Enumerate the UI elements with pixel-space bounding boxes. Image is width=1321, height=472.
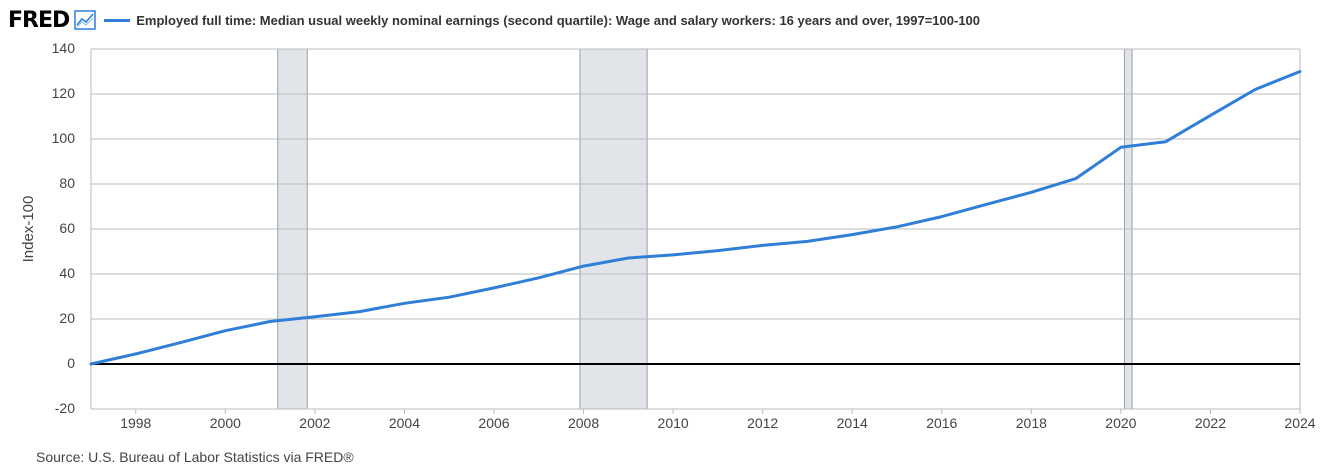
y-tick-label: 20 (59, 310, 75, 326)
trend-chart-icon (74, 10, 97, 30)
y-tick-label: 120 (52, 85, 76, 101)
fred-logo[interactable]: FRED (8, 7, 70, 33)
x-tick-label: 2000 (210, 415, 241, 431)
gridlines (91, 48, 1300, 410)
chart-legend: Employed full time: Median usual weekly … (104, 13, 980, 28)
x-tick-label: 2020 (1105, 415, 1136, 431)
x-tick-label: 2002 (299, 415, 330, 431)
y-tick-label: 0 (67, 355, 75, 371)
x-tick-label: 2008 (568, 415, 599, 431)
tick-labels: -20 0 20 40 60 80 100 120 140 1998 2000 2002 2004 200… (20, 40, 1316, 431)
series-line-0 (89, 70, 1302, 366)
y-axis-label: Index-100 (20, 196, 37, 263)
y-tick-label: 80 (59, 175, 75, 191)
x-tick-label: 2014 (837, 415, 868, 431)
y-tick-label: 60 (59, 220, 75, 236)
y-tick-label: 140 (52, 40, 76, 56)
y-tick-label: -20 (55, 400, 75, 416)
axes (90, 49, 1301, 414)
x-tick-label: 1998 (120, 415, 151, 431)
x-tick-label: 2024 (1284, 415, 1315, 431)
source-note: Source: U.S. Bureau of Labor Statistics … (36, 449, 354, 465)
x-tick-label: 2016 (926, 415, 957, 431)
x-tick-label: 2022 (1195, 415, 1226, 431)
x-tick-label: 2006 (478, 415, 509, 431)
x-tick-label: 2004 (389, 415, 420, 431)
legend-swatch (104, 18, 131, 22)
legend-series-label: Employed full time: Median usual weekly … (136, 12, 981, 28)
y-tick-label: 40 (59, 265, 75, 281)
x-tick-label: 2018 (1016, 415, 1047, 431)
line-chart: -20 0 20 40 60 80 100 120 140 1998 2000 2002 2004 200… (20, 40, 1316, 431)
x-tick-label: 2012 (747, 415, 778, 431)
y-tick-label: 100 (52, 130, 76, 146)
x-tick-label: 2010 (658, 415, 689, 431)
series-lines (89, 70, 1302, 366)
chart-header: FRED Employed full time: Median usual we… (8, 6, 980, 34)
